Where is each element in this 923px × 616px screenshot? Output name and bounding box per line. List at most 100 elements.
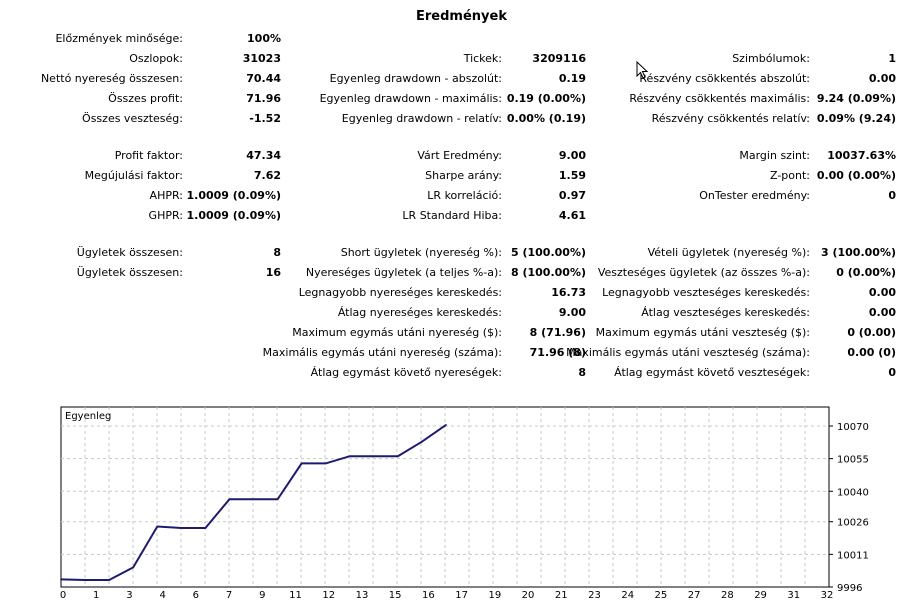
x-tick-label: 11 [289, 590, 302, 601]
y-tick-label: 10070 [837, 422, 869, 433]
stat-value: -1.52 [249, 112, 281, 125]
stat-label: Ügyletek összesen: [76, 266, 183, 279]
stat-label: OnTester eredmény: [699, 189, 810, 202]
balance-point [108, 579, 110, 581]
stat-value: 71.96 (8) [529, 346, 586, 359]
x-tick-label: 16 [422, 590, 435, 601]
stat-value: 9.00 [558, 306, 586, 319]
mouse-cursor-icon [636, 60, 649, 82]
stat-label: Z-pont: [769, 169, 810, 182]
stat-value: 4.61 [558, 209, 586, 222]
stat-label: Legnagyobb nyereséges kereskedés: [298, 286, 502, 299]
stat-value: 100% [247, 32, 281, 45]
stat-label: Várt Eredmény: [417, 149, 502, 162]
stat-label: Átlag veszteséges kereskedés: [641, 306, 810, 319]
stat-label: Maximális egymás utáni nyereség (száma): [262, 346, 502, 359]
stat-value: 10037.63% [827, 149, 896, 162]
stat-label: Egyenleg drawdown - relatív: [341, 112, 502, 125]
stat-label: Megújulási faktor: [84, 169, 183, 182]
stat-label: GHPR: [148, 209, 183, 222]
stat-value: 9.24 (0.09%) [816, 92, 896, 105]
balance-point [204, 527, 207, 529]
stat-value: 31023 [242, 52, 281, 65]
balance-point [373, 455, 375, 458]
stat-value: 8 [578, 366, 586, 379]
y-tick-label: 10011 [837, 550, 869, 561]
x-tick-label: 27 [688, 590, 701, 601]
x-tick-label: 12 [322, 590, 335, 601]
stat-label: Összes veszteség: [82, 112, 183, 125]
chart-title: Egyenleg [65, 411, 111, 422]
stat-value: 0.00 (0) [847, 346, 896, 359]
stat-label: Margin szint: [739, 149, 810, 162]
stat-label: Átlag egymást követő nyereségek: [310, 366, 502, 379]
stat-label: Részvény csökkentés maximális: [629, 92, 810, 105]
stat-value: 1 [888, 52, 896, 65]
stat-value: 16.73 [551, 286, 586, 299]
x-tick-label: 4 [159, 590, 165, 601]
x-tick-label: 32 [821, 590, 834, 601]
stat-value: 0.19 (0.00%) [506, 92, 586, 105]
y-tick-label: 10026 [837, 518, 869, 529]
balance-point [300, 462, 303, 465]
stat-value: 0 [888, 366, 896, 379]
stat-label: AHPR: [149, 189, 183, 202]
balance-point [84, 579, 86, 581]
balance-point [276, 498, 279, 501]
stat-label: Átlag nyereséges kereskedés: [337, 306, 502, 319]
stat-label: Maximális egymás utáni veszteség (száma)… [566, 346, 810, 359]
stat-value: 70.44 [246, 72, 281, 85]
stat-label: LR Standard Hiba: [402, 209, 502, 222]
stat-value: 1.0009 (0.09%) [186, 189, 282, 202]
stat-value: 47.34 [246, 149, 281, 162]
balance-point [324, 462, 327, 465]
x-tick-label: 29 [754, 590, 767, 601]
x-tick-label: 7 [226, 590, 232, 601]
x-tick-label: 21 [555, 590, 568, 601]
x-tick-label: 28 [721, 590, 734, 601]
stat-label: Short ügyletek (nyereség %): [340, 246, 502, 259]
stat-value: 3 (100.00%) [820, 246, 896, 259]
stat-label: Ügyletek összesen: [76, 246, 183, 259]
balance-point [132, 566, 134, 569]
stat-value: 1.0009 (0.09%) [186, 209, 282, 222]
stat-value: 0.00 [868, 72, 896, 85]
x-tick-label: 9 [259, 590, 265, 601]
balance-point [397, 455, 399, 458]
y-tick-label: 9996 [837, 583, 862, 594]
stat-label: Profit faktor: [114, 149, 183, 162]
stat-label: Sharpe arány: [425, 169, 502, 182]
stat-value: 0 [888, 189, 896, 202]
stat-value: 71.96 [246, 92, 281, 105]
stat-value: 0.00% (0.19) [506, 112, 586, 125]
page-title: Eredmények [416, 9, 507, 24]
stat-value: 0.00 [868, 286, 896, 299]
balance-point [228, 498, 231, 501]
stat-label: Vételi ügyletek (nyereség %): [647, 246, 810, 259]
balance-point [180, 527, 183, 529]
stat-value: 5 (100.00%) [510, 246, 586, 259]
stat-value: 16 [265, 266, 281, 279]
stat-label: Szimbólumok: [732, 52, 810, 65]
stat-value: 1.59 [558, 169, 586, 182]
balance-point [60, 578, 62, 581]
stat-value: 0 (0.00%) [836, 266, 896, 279]
balance-point [348, 455, 351, 458]
stat-label: Maximum egymás utáni veszteség ($): [595, 326, 810, 339]
balance-point [445, 424, 447, 426]
stat-label: Veszteséges ügyletek (az összes %-a): [597, 266, 810, 279]
stat-label: Összes profit: [108, 92, 183, 105]
x-tick-label: 0 [60, 590, 66, 601]
stat-label: Egyenleg drawdown - abszolút: [329, 72, 502, 85]
stat-label: Részvény csökkentés relatív: [651, 112, 810, 125]
x-tick-label: 23 [588, 590, 601, 601]
stat-value: 0.19 [558, 72, 586, 85]
stat-label: Részvény csökkentés abszolút: [639, 72, 810, 85]
stat-value: 8 (100.00%) [510, 266, 586, 279]
stat-label: LR korreláció: [427, 189, 502, 202]
balance-point [252, 498, 255, 501]
stat-label: Egyenleg drawdown - maximális: [319, 92, 502, 105]
stat-value: 8 (71.96) [529, 326, 586, 339]
stat-value: 9.00 [558, 149, 586, 162]
